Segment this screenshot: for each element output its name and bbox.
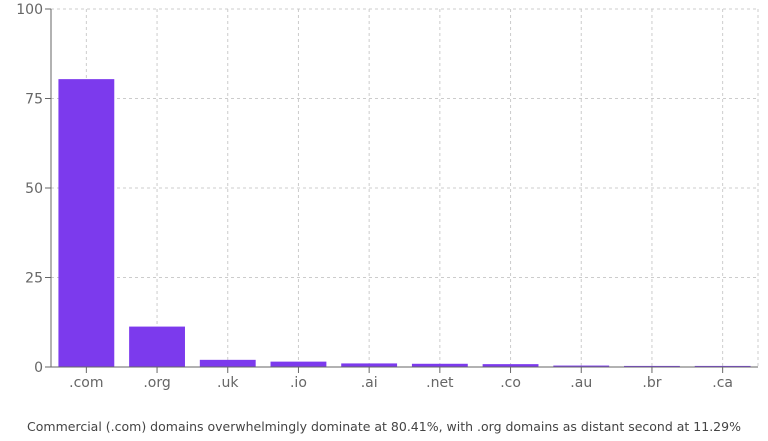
- x-tick-label: .uk: [217, 375, 239, 391]
- bar-ai: [341, 363, 398, 367]
- x-tick-label: .au: [570, 375, 592, 391]
- x-tick-label: .ca: [712, 375, 733, 391]
- x-tick-label: .ai: [361, 375, 378, 391]
- x-tick-label: .io: [290, 375, 307, 391]
- y-tick-label: 100: [16, 2, 43, 18]
- bar-org: [129, 326, 185, 367]
- bar-com: [58, 79, 115, 367]
- x-tick-label: .com: [69, 375, 103, 391]
- x-tick-label: .co: [500, 375, 521, 391]
- tick-labels: 0 25 50 75 100 .com .org .uk .io .ai .net .co .au .br…: [16, 2, 733, 391]
- y-tick-label: 75: [25, 92, 43, 108]
- bar-uk: [199, 359, 256, 367]
- bar-br: [624, 365, 680, 367]
- axes: [45, 8, 758, 373]
- bar-net: [411, 363, 468, 367]
- chart-caption: Commercial (.com) domains overwhelmingly…: [27, 419, 741, 434]
- bar-io: [270, 361, 327, 367]
- y-tick-label: 50: [25, 181, 43, 197]
- bar-co: [482, 364, 539, 367]
- y-tick-label: 25: [25, 271, 43, 287]
- x-tick-label: .org: [143, 375, 170, 391]
- bars: [58, 79, 751, 367]
- y-tick-label: 0: [34, 360, 43, 376]
- grid-lines: [51, 8, 759, 367]
- bar-au: [553, 365, 610, 367]
- x-tick-label: .br: [642, 375, 661, 391]
- x-tick-label: .net: [426, 375, 454, 391]
- bar-ca: [694, 365, 751, 367]
